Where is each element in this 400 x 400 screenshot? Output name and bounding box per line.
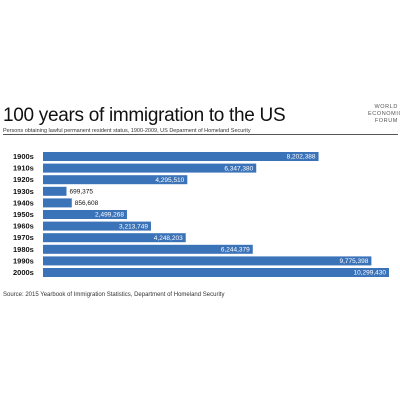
bar: [43, 233, 186, 243]
value-label: 8,202,388: [287, 154, 316, 161]
value-label: 10,299,430: [353, 270, 386, 277]
chart-title: 100 years of immigration to the US: [3, 105, 286, 126]
category-label: 1990s: [13, 256, 34, 265]
category-label: 1950s: [13, 210, 34, 219]
bar: [43, 163, 257, 173]
bar: [43, 152, 319, 161]
value-label: 6,244,379: [221, 247, 250, 254]
bar-chart: 1900s 8,202,388 1910s 6,347,380 1920s 4,295,5…: [13, 152, 389, 277]
value-label: 856,608: [75, 200, 99, 207]
logo-line-2: ECONOMIC: [368, 111, 400, 117]
bar: [43, 244, 253, 254]
logo-line-3: FORUM: [374, 118, 398, 124]
value-label: 699,375: [69, 189, 93, 196]
value-label: 2,499,268: [95, 212, 124, 219]
category-label: 1960s: [13, 222, 34, 231]
bar: [43, 186, 67, 196]
category-label: 1900s: [13, 152, 34, 161]
value-label: 4,248,203: [154, 235, 183, 242]
value-label: 9,775,398: [339, 258, 368, 265]
logo-line-1: WORLD: [374, 104, 398, 110]
value-label: 6,347,380: [224, 165, 253, 172]
category-label: 1920s: [13, 175, 34, 184]
value-label: 4,295,510: [155, 177, 184, 184]
category-label: 1940s: [13, 198, 34, 207]
bar: [43, 175, 188, 185]
category-label: 1930s: [13, 187, 34, 196]
category-label: 1980s: [13, 245, 34, 254]
title-divider: [3, 134, 398, 135]
chart-subtitle: Persons obtaining lawful permanent resid…: [3, 128, 251, 134]
value-label: 3,213,749: [119, 223, 148, 230]
category-label: 1970s: [13, 233, 34, 242]
wef-logo: WORLD ECONOMIC FORUM: [368, 104, 400, 125]
category-label: 2000s: [13, 268, 34, 277]
bar: [43, 210, 127, 219]
bar: [43, 198, 72, 208]
bar: [43, 221, 151, 231]
bar: [43, 256, 372, 266]
category-label: 1910s: [13, 164, 34, 173]
source-note: Source: 2015 Yearbook of Immigration Sta…: [3, 292, 225, 298]
bar: [43, 268, 389, 277]
